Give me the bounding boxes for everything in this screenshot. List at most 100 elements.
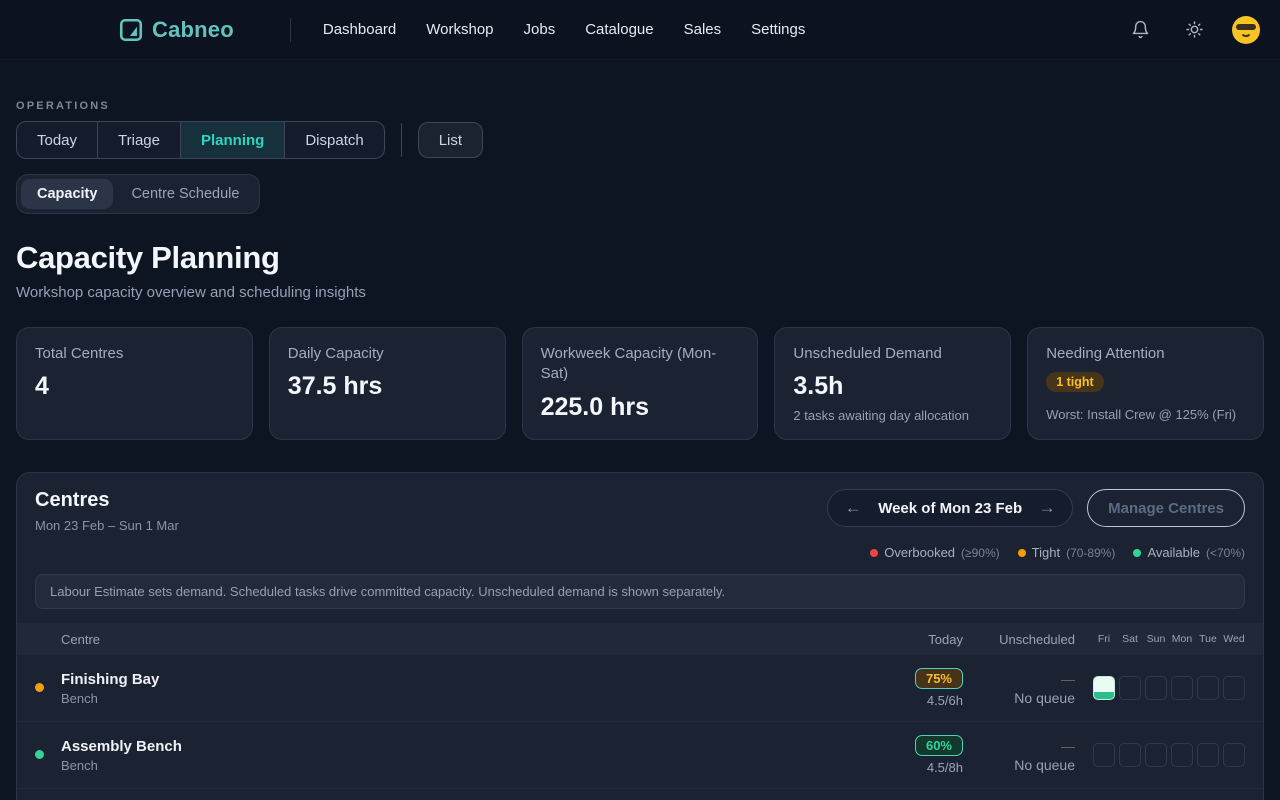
nav-workshop[interactable]: Workshop <box>426 21 494 38</box>
week-range: Mon 23 Feb – Sun 1 Mar <box>35 518 179 534</box>
day-cell[interactable] <box>1197 676 1219 701</box>
brand-logo[interactable]: Cabneo <box>118 17 234 43</box>
week-navigator: ← Week of Mon 23 Feb → <box>827 489 1074 528</box>
centres-table-body: Finishing Bay Bench 75% 4.5/6h — No queu… <box>17 655 1263 800</box>
stat-value: 3.5h <box>793 372 844 401</box>
day-column-label: Mon <box>1171 633 1193 646</box>
tab-planning[interactable]: Planning <box>181 122 286 158</box>
page-title: Capacity Planning <box>16 240 280 275</box>
prev-week-button[interactable]: ← <box>842 498 864 518</box>
day-cell-fill-bar <box>1094 692 1114 700</box>
unscheduled-value: — <box>1061 737 1075 754</box>
legend-dot-icon <box>870 548 879 557</box>
day-cell[interactable] <box>1145 676 1167 701</box>
column-days: Fri Sat Sun Mon Tue Wed <box>1075 633 1245 645</box>
utilization-badge: 60% <box>914 735 963 757</box>
day-cells <box>1075 676 1245 701</box>
stat-card-workweek-capacity: Workweek Capacity (Mon-Sat) 225.0 hrs <box>521 327 759 441</box>
table-row[interactable]: Finishing Bay Bench 75% 4.5/6h — No queu… <box>17 655 1263 723</box>
next-week-button[interactable]: → <box>1036 498 1058 518</box>
status-dot <box>35 750 44 760</box>
notifications-button[interactable] <box>1124 14 1156 46</box>
table-row[interactable]: Assembly Bench Bench 60% 4.5/8h — No que… <box>17 722 1263 790</box>
day-column-label: Sat <box>1122 633 1138 646</box>
stat-note: Worst: Install Crew @ 125% (Fri) <box>1046 407 1237 423</box>
day-cell[interactable] <box>1145 743 1167 768</box>
operations-section-label: OPERATIONS <box>16 100 110 112</box>
stat-note: 2 tasks awaiting day allocation <box>793 408 969 424</box>
day-column-label: Fri <box>1097 633 1111 646</box>
week-label: Week of Mon 23 Feb <box>878 499 1023 517</box>
nav-dashboard[interactable]: Dashboard <box>322 21 397 38</box>
utilization-legend: Overbooked (≥90%) Tight (70-89%) Available (<… <box>35 545 1245 560</box>
queue-status: No queue <box>1014 756 1075 773</box>
column-centre: Centre <box>61 631 101 647</box>
bell-icon <box>1132 20 1148 39</box>
sun-icon <box>1185 21 1203 38</box>
avatar-sunglasses <box>1236 23 1256 30</box>
stat-card-unscheduled-demand: Unscheduled Demand 3.5h 2 tasks awaiting… <box>774 327 1012 441</box>
centres-panel: Centres Mon 23 Feb – Sun 1 Mar ← Week of… <box>16 472 1264 800</box>
centres-title: Centres <box>35 489 110 512</box>
centre-type: Bench <box>61 690 98 706</box>
subtab-capacity[interactable]: Capacity <box>21 179 114 209</box>
stat-card-daily-capacity: Daily Capacity 37.5 hrs <box>268 327 506 441</box>
stat-label: Daily Capacity <box>287 345 384 362</box>
manage-centres-button[interactable]: Manage Centres <box>1087 489 1245 528</box>
stat-value: 225.0 hrs <box>540 392 650 421</box>
centre-type: Bench <box>61 757 98 773</box>
stat-value: 37.5 hrs <box>287 372 383 401</box>
day-cell[interactable] <box>1223 743 1245 768</box>
stat-label: Unscheduled Demand <box>793 345 942 362</box>
tab-triage[interactable]: Triage <box>98 122 181 158</box>
status-dot <box>35 683 44 693</box>
info-banner: Labour Estimate sets demand. Scheduled t… <box>35 574 1245 610</box>
queue-status: No queue <box>1014 689 1075 706</box>
day-cell[interactable] <box>1119 743 1141 768</box>
operations-tab-group: Today Triage Planning Dispatch <box>16 121 385 159</box>
tab-today[interactable]: Today <box>17 122 99 158</box>
day-cell[interactable] <box>1171 676 1193 701</box>
stat-label: Total Centres <box>35 345 124 362</box>
table-row[interactable]: Cutting Shed 1.5h <box>17 789 1263 800</box>
theme-toggle-button[interactable] <box>1178 14 1210 46</box>
centre-name: Assembly Bench <box>61 737 182 755</box>
today-hours: 4.5/8h <box>926 760 963 776</box>
day-cell[interactable] <box>1119 676 1141 701</box>
tab-list[interactable]: List <box>417 122 484 158</box>
stat-value: 4 <box>35 372 49 401</box>
avatar-smile <box>1240 30 1252 37</box>
planning-subtab-group: Capacity Centre Schedule <box>16 174 261 214</box>
legend-dot-icon <box>1017 548 1026 557</box>
day-column-label: Wed <box>1223 633 1245 646</box>
day-cell[interactable] <box>1171 743 1193 768</box>
day-cell[interactable] <box>1093 676 1115 701</box>
nav-settings[interactable]: Settings <box>751 21 806 38</box>
day-cell[interactable] <box>1093 743 1115 768</box>
stat-cards: Total Centres 4 Daily Capacity 37.5 hrs … <box>16 327 1264 441</box>
unscheduled-value: — <box>1061 670 1075 687</box>
brand-name: Cabneo <box>152 16 234 42</box>
nav-sales[interactable]: Sales <box>683 21 722 38</box>
cabneo-logo-icon <box>119 18 143 41</box>
day-column-label: Tue <box>1199 633 1217 646</box>
tab-dispatch[interactable]: Dispatch <box>285 122 383 158</box>
day-cells <box>1075 743 1245 768</box>
legend-item: Tight (70-89%) <box>1017 545 1115 560</box>
subtab-centre-schedule[interactable]: Centre Schedule <box>115 179 255 209</box>
nav-jobs[interactable]: Jobs <box>523 21 556 38</box>
nav-divider <box>289 17 291 42</box>
stat-card-needing-attention: Needing Attention 1 tight Worst: Install… <box>1027 327 1264 441</box>
day-column-label: Sun <box>1146 633 1166 646</box>
day-cell[interactable] <box>1197 743 1219 768</box>
legend-item: Available (<70%) <box>1133 545 1245 560</box>
today-hours: 4.5/6h <box>926 693 963 709</box>
nav-catalogue[interactable]: Catalogue <box>585 21 654 38</box>
user-avatar[interactable] <box>1232 15 1260 44</box>
utilization-badge: 75% <box>914 668 963 690</box>
stat-label: Needing Attention <box>1046 345 1165 362</box>
tight-count-badge: 1 tight <box>1046 372 1104 393</box>
stat-card-total-centres: Total Centres 4 <box>16 327 253 441</box>
day-cell[interactable] <box>1223 676 1245 701</box>
table-header: Centre Today Unscheduled Fri Sat Sun Mon Tue… <box>17 623 1263 656</box>
